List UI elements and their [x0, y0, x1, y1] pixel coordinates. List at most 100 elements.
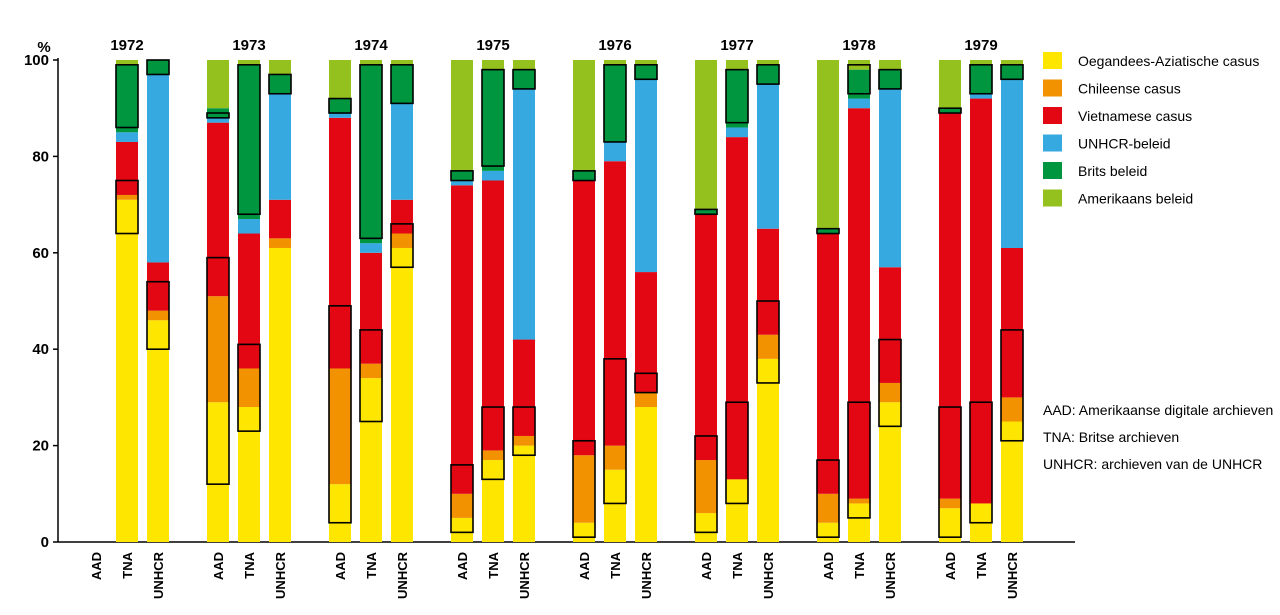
highlight-box [268, 73, 292, 95]
bar-segment [329, 98, 351, 114]
source-label: AAD [943, 552, 958, 580]
bar-segment [635, 407, 657, 542]
highlight-box [572, 439, 596, 538]
highlight-box [878, 68, 902, 90]
highlight-box [481, 406, 505, 481]
bar-segment [757, 334, 779, 359]
y-tick-label: 0 [41, 534, 49, 551]
bar-segment [207, 402, 229, 542]
bar-segment [360, 64, 382, 244]
bars [116, 60, 1023, 543]
year-label: 1976 [598, 37, 631, 54]
source-label: TNA [364, 551, 379, 578]
bar-segment [757, 60, 779, 65]
year-label: 1974 [354, 37, 388, 54]
bar-segment [329, 113, 351, 118]
y-tick-label: 100 [24, 52, 49, 69]
bar-segment [360, 252, 382, 364]
bar-segment [116, 60, 138, 65]
bar-segment [695, 60, 717, 210]
bar-segment [695, 214, 717, 461]
highlight-box [512, 406, 536, 457]
highlight-box [969, 64, 993, 95]
highlight-box [603, 358, 627, 505]
bar-segment [970, 93, 992, 99]
source-label: AAD [577, 552, 592, 580]
highlight-box [450, 170, 474, 182]
highlight-box [481, 68, 505, 167]
bar-segment [116, 194, 138, 200]
bar-segment [269, 93, 291, 200]
source-label: TNA [242, 551, 257, 578]
bar-segment [939, 498, 961, 509]
bar-segment [269, 199, 291, 239]
bar-segment [848, 108, 870, 499]
source-label: TNA [486, 551, 501, 578]
highlight-box [938, 406, 962, 538]
bar-segment [269, 247, 291, 543]
highlight-box [206, 112, 230, 119]
bar-segment [604, 445, 626, 470]
highlight-box [572, 170, 596, 182]
bar-segment [513, 60, 535, 70]
y-tick-label: 40 [32, 341, 49, 358]
highlight-box [237, 343, 261, 432]
source-label: UNHCR [761, 551, 776, 599]
bar-segment [848, 69, 870, 99]
legend-entry: Chileense casus [1078, 81, 1181, 97]
bar-segment [939, 108, 961, 114]
highlight-box [634, 372, 658, 394]
bar-segment [451, 185, 473, 494]
highlight-box [390, 223, 414, 269]
year-label: 1978 [842, 37, 875, 54]
bar-segment [573, 180, 595, 456]
source-label: UNHCR [517, 551, 532, 599]
bar-segment [207, 60, 229, 109]
bar-segment [848, 503, 870, 542]
bar-segment [513, 339, 535, 436]
bar-segment [1001, 60, 1023, 65]
highlight-box [328, 97, 352, 114]
bar-segment [939, 508, 961, 542]
bar-segment [116, 141, 138, 195]
bar-segment [817, 228, 839, 234]
legend-swatch [1043, 52, 1062, 69]
source-label: TNA [608, 551, 623, 578]
highlight-box [878, 338, 902, 428]
bar-segment [269, 74, 291, 94]
source-label: AAD [821, 552, 836, 580]
highlight-box [206, 256, 230, 485]
highlight-box [694, 435, 718, 534]
source-label: UNHCR [273, 551, 288, 599]
bar-segment [238, 64, 260, 220]
bar-segment [757, 228, 779, 335]
bar-segment [482, 460, 504, 542]
source-label: AAD [333, 552, 348, 580]
legend-swatch [1043, 79, 1062, 97]
highlight-box [512, 68, 536, 90]
bar-segment [879, 382, 901, 403]
highlight-box [969, 401, 993, 524]
bar-segment [970, 64, 992, 94]
bar-segment [451, 517, 473, 542]
bar-segment [147, 262, 169, 311]
bar-segment [817, 493, 839, 523]
legend-entry: Vietnamese casus [1078, 108, 1192, 124]
y-axis: 0 20 40 60 80 100 [24, 52, 1075, 551]
bar-segment [726, 137, 748, 480]
bar-segment [604, 469, 626, 542]
bar-segment [482, 69, 504, 171]
bar-segment [573, 170, 595, 181]
bar-segment [116, 132, 138, 142]
bar-segment [635, 60, 657, 65]
highlight-box [816, 227, 840, 235]
year-label: 1977 [720, 37, 753, 54]
source-label: UNHCR [639, 551, 654, 599]
bar-segment [726, 479, 748, 542]
bar-segment [757, 84, 779, 229]
highlight-box [146, 280, 170, 351]
year-label: 1979 [964, 37, 997, 54]
legend-swatch [1043, 189, 1062, 207]
legend: Oegandees-Aziatische casus Chileense casu… [1043, 52, 1259, 207]
bar-segment [726, 69, 748, 128]
